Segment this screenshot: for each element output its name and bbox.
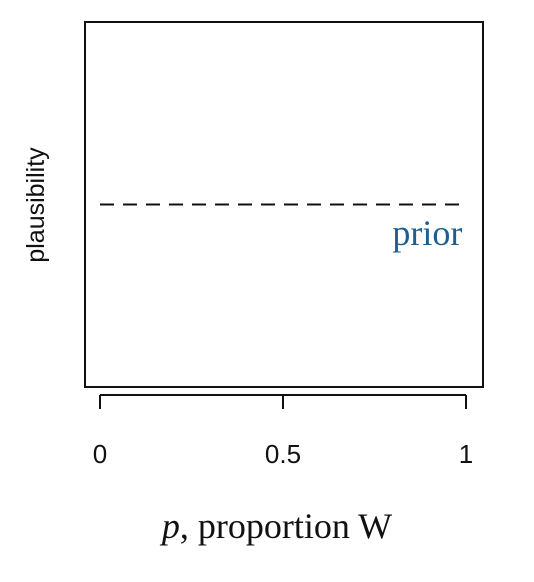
x-tick-label: 0.5 — [265, 439, 301, 469]
x-axis: 0 0.5 1 — [93, 394, 473, 469]
plot-frame — [84, 21, 484, 388]
x-axis-label-text: , proportion W — [180, 506, 392, 546]
annotation-layer: prior — [392, 213, 462, 253]
y-axis-label: plausibility — [22, 147, 50, 263]
x-tick-label: 1 — [459, 439, 473, 469]
x-axis-label-variable: p — [159, 506, 180, 546]
x-axis-label: p, proportion W — [159, 506, 392, 546]
annotation-prior: prior — [392, 213, 462, 253]
x-tick-label: 0 — [93, 439, 107, 469]
